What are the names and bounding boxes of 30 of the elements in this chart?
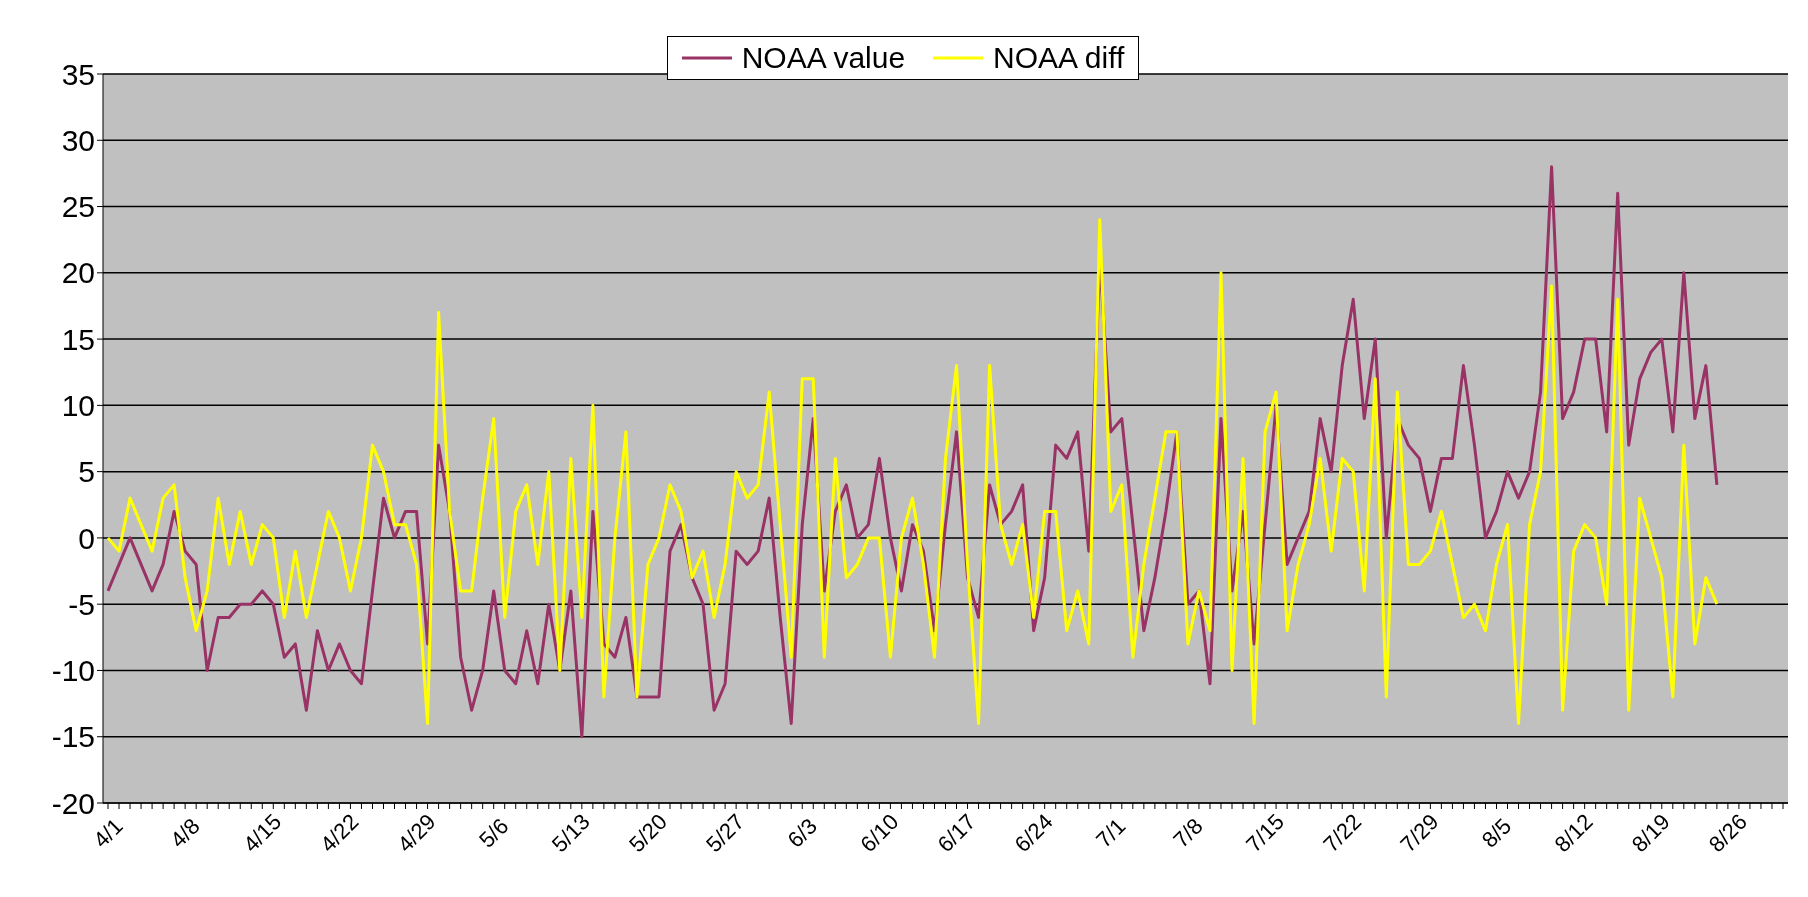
- y-tick-label: 25: [61, 190, 95, 224]
- x-tick-label: 8/19: [1626, 809, 1675, 857]
- x-tick-label: 4/22: [315, 809, 364, 857]
- y-tick-label: 5: [78, 455, 95, 489]
- x-tick-label: 7/1: [1091, 813, 1131, 853]
- y-tick-label: 15: [61, 322, 95, 356]
- legend-label: NOAA value: [741, 41, 906, 75]
- x-tick-label: 5/20: [623, 809, 672, 857]
- y-tick-label: 30: [61, 123, 95, 157]
- y-tick-label: 35: [61, 57, 95, 91]
- x-tick-label: 6/3: [782, 813, 822, 853]
- x-tick-label: 5/6: [474, 813, 514, 853]
- y-tick-label: -5: [68, 587, 95, 621]
- y-tick-label: 0: [78, 521, 95, 555]
- x-tick-label: 7/29: [1395, 809, 1444, 857]
- y-tick-label: 10: [61, 389, 95, 423]
- x-tick-label: 5/13: [546, 809, 595, 857]
- x-tick-label: 4/8: [165, 813, 205, 853]
- x-tick-label: 6/24: [1009, 809, 1058, 857]
- x-tick-label: 7/8: [1168, 813, 1208, 853]
- y-tick-label: -10: [51, 654, 95, 688]
- x-tick-label: 8/5: [1476, 813, 1517, 853]
- x-tick-label: 4/29: [392, 809, 441, 857]
- x-tick-label: 7/22: [1318, 809, 1367, 857]
- legend-label: NOAA diff: [993, 41, 1125, 75]
- x-tick-label: 7/15: [1241, 809, 1290, 857]
- y-tick-label: 20: [61, 256, 95, 290]
- x-tick-label: 6/10: [855, 809, 904, 857]
- y-tick-label: -15: [51, 720, 95, 754]
- x-tick-label: 4/15: [238, 809, 287, 857]
